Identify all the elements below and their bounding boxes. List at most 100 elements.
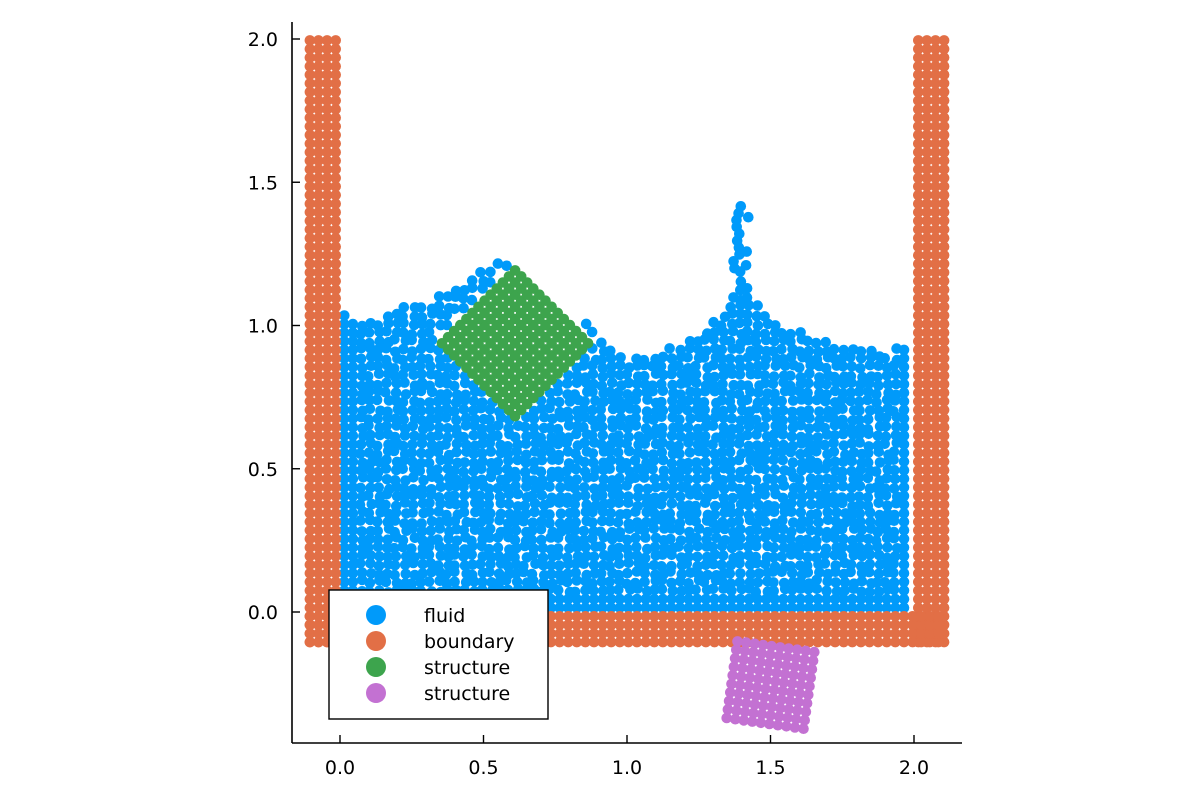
fluid-particle	[836, 550, 848, 562]
boundary-particle	[321, 542, 333, 553]
boundary-particle	[938, 95, 950, 106]
boundary-particle	[930, 499, 941, 510]
fluid-particle	[374, 335, 386, 347]
boundary-particle	[913, 207, 924, 218]
boundary-particle	[913, 378, 924, 390]
fluid-particle	[400, 551, 412, 562]
boundary-particle	[321, 559, 333, 570]
fluid-particle	[785, 328, 796, 340]
fluid-particle	[415, 577, 426, 588]
fluid-particle	[744, 577, 756, 588]
boundary-particle	[930, 95, 941, 106]
boundary-particle	[321, 378, 333, 390]
fluid-particle	[769, 602, 781, 613]
fluid-particle	[365, 429, 376, 441]
boundary-particle	[717, 619, 729, 631]
boundary-particle	[913, 327, 924, 339]
boundary-particle	[913, 250, 924, 261]
fluid-particle	[881, 602, 892, 613]
fluid-particle	[752, 300, 763, 311]
fluid-particle	[717, 550, 729, 561]
boundary-particle	[321, 576, 333, 588]
fluid-particle	[581, 499, 592, 511]
fluid-particle	[400, 389, 412, 400]
boundary-particle	[700, 611, 712, 622]
boundary-particle	[930, 155, 941, 167]
boundary-particle	[752, 611, 763, 622]
structure-particle	[799, 714, 810, 726]
structure-particle	[761, 674, 773, 686]
fluid-particle	[483, 543, 495, 555]
fluid-particle	[725, 456, 737, 468]
fluid-particle	[612, 482, 624, 493]
boundary-particle	[321, 69, 333, 81]
fluid-particle	[666, 430, 678, 442]
boundary-particle	[313, 146, 324, 158]
boundary-particle	[933, 611, 944, 622]
fluid-particle	[742, 317, 753, 328]
fluid-particle	[657, 437, 668, 448]
x-tick-label: 2.0	[899, 757, 929, 779]
boundary-particle	[938, 284, 950, 296]
fluid-particle	[778, 439, 789, 451]
fluid-particle	[674, 414, 685, 425]
boundary-particle	[821, 619, 832, 631]
fluid-particle	[795, 593, 806, 605]
boundary-particle	[321, 525, 333, 536]
boundary-particle	[930, 439, 941, 450]
boundary-particle	[571, 628, 583, 639]
fluid-particle	[743, 211, 754, 223]
fluid-particle	[590, 395, 601, 407]
boundary-particle	[930, 293, 941, 304]
boundary-particle	[921, 78, 933, 89]
fluid-particle	[759, 516, 771, 527]
fluid-particle	[854, 414, 865, 426]
fluid-particle	[339, 310, 350, 321]
fluid-particle	[354, 499, 366, 511]
structure-particle	[732, 696, 743, 708]
boundary-particle	[683, 636, 694, 648]
fluid-particle	[639, 576, 650, 588]
boundary-particle	[938, 550, 950, 562]
structure-particle	[743, 681, 754, 692]
fluid-particle	[605, 593, 617, 605]
boundary-particle	[304, 293, 316, 304]
boundary-particle	[330, 241, 342, 252]
boundary-particle	[938, 301, 950, 313]
boundary-particle	[330, 95, 342, 106]
structure-particle	[804, 680, 815, 692]
boundary-particle	[313, 628, 324, 639]
boundary-particle	[921, 112, 933, 124]
boundary-particle	[938, 421, 950, 433]
fluid-particle	[451, 414, 462, 426]
fluid-particle	[399, 497, 411, 508]
fluid-particle	[795, 327, 806, 338]
fluid-particle	[655, 360, 667, 372]
fluid-particle	[845, 395, 856, 407]
boundary-particle	[313, 619, 324, 631]
fluid-particle	[388, 363, 400, 374]
boundary-particle	[709, 628, 720, 639]
fluid-particle	[546, 492, 557, 504]
fluid-particle	[690, 500, 701, 512]
fluid-particle	[656, 561, 667, 572]
boundary-particle	[330, 207, 342, 218]
fluid-particle	[743, 421, 755, 432]
fluid-particle	[805, 525, 816, 536]
fluid-particle	[449, 576, 460, 588]
fluid-particle	[769, 464, 781, 475]
boundary-particle	[321, 482, 333, 493]
structure-particle	[738, 715, 750, 726]
fluid-particle	[579, 437, 590, 449]
fluid-particle	[374, 551, 385, 562]
boundary-particle	[795, 619, 806, 631]
fluid-particle	[750, 414, 762, 426]
fluid-particle	[759, 454, 771, 466]
boundary-particle	[304, 327, 316, 339]
fluid-particle	[605, 498, 616, 509]
boundary-particle	[649, 628, 660, 639]
boundary-particle	[913, 189, 924, 201]
boundary-particle	[304, 275, 316, 287]
boundary-particle	[907, 619, 918, 631]
